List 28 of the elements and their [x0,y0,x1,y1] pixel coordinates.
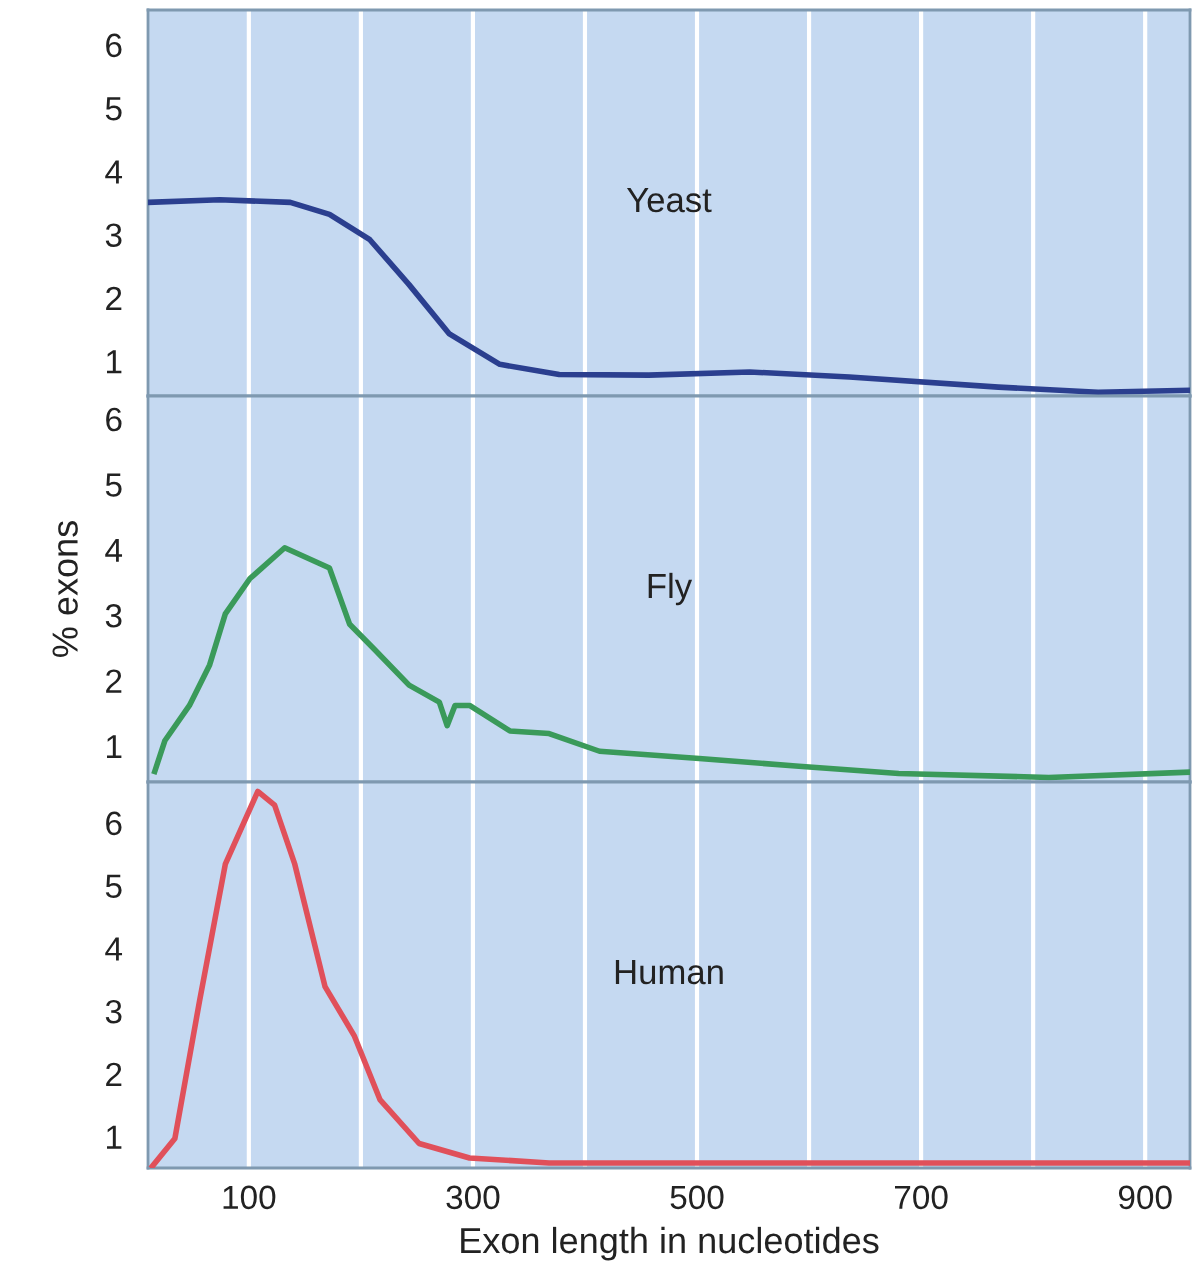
y-tick-label: 5 [105,874,122,898]
text: Yeast [626,188,712,213]
y-tick-label: 1 [107,350,122,374]
y-tick-label: 2 [106,286,122,310]
y-tick-label: 3 [105,603,122,628]
x-axis-title: Exon length in nucleotides [461,1226,879,1261]
x-tick-label: 300 [446,1185,500,1210]
y-tick-label: 1 [107,735,122,759]
y-tick-label: 6 [106,33,122,58]
y-tick-label: 6 [106,811,122,836]
y-tick-label: 1 [107,1125,122,1149]
y-axis-title: % exons [52,521,78,657]
y-tick-label: 4 [105,160,123,184]
y-tick-label: 4 [105,538,123,562]
y-tick-label: 5 [105,473,122,497]
text: Fly [648,572,693,606]
y-tick-label: 2 [106,669,122,693]
text: Human [615,960,723,985]
y-tick-label: 4 [105,937,123,961]
x-tick-label: 500 [670,1185,724,1210]
y-tick-label: 6 [106,407,122,432]
x-tick-label: 900 [1118,1185,1172,1210]
y-tick-label: 5 [105,97,122,121]
y-tick-label: 2 [106,1062,122,1086]
y-tick-label: 3 [105,999,122,1024]
y-tick-label: 3 [105,223,122,248]
x-tick-label: 100 [223,1185,276,1210]
x-tick-label: 700 [895,1185,948,1210]
